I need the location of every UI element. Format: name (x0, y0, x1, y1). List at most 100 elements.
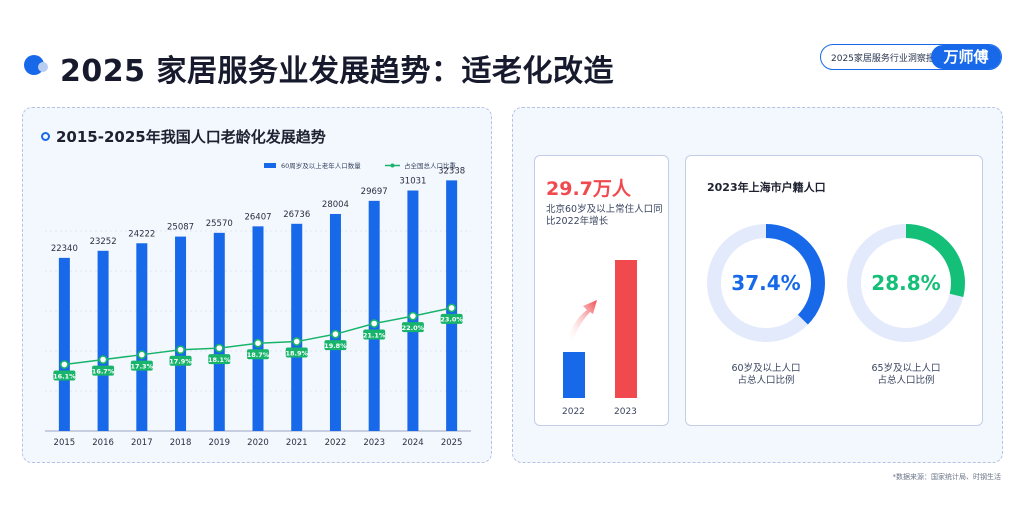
bar (368, 200, 380, 431)
x-tick-label: 2018 (170, 438, 192, 448)
line-value-label: 22.0% (402, 324, 425, 332)
bar (252, 226, 264, 431)
beijing-card: 29.7万人 北京60岁及以上常住人口同比2022年增长 2022 2023 (534, 155, 669, 426)
line-value-label: 17.3% (131, 362, 154, 370)
x-tick-label: 2017 (131, 438, 153, 448)
data-source-note: *数据来源：国家统计局、时钢生活 (892, 473, 1002, 481)
bar-2022 (563, 352, 585, 398)
bar-value-label: 22340 (51, 244, 78, 254)
line-value-label: 18.9% (285, 349, 308, 357)
line-label-bg (130, 360, 153, 371)
donut-value-65: 28.8% (871, 271, 941, 295)
bar (329, 213, 341, 431)
brand-badge: 2025家居服务行业洞察报告 万师傅 (820, 44, 1002, 70)
line-point (447, 303, 457, 313)
chart-title: 2015-2025年我国人口老龄化发展趋势 (56, 128, 326, 146)
donut-label-line: 占总人口比例 (877, 375, 935, 386)
year-label-2022: 2022 (562, 407, 585, 417)
line-point (176, 345, 185, 355)
ring-bullet-icon (41, 132, 50, 141)
donut-60-plus: 37.4% 60岁及以上人口 占总人口比例 (706, 223, 826, 386)
line-label-bg (324, 340, 347, 351)
bar (58, 257, 70, 431)
x-tick-label: 2024 (402, 438, 424, 448)
legend-swatch-bars (264, 163, 276, 168)
bar-value-label: 32338 (438, 166, 465, 176)
bar-value-label: 29697 (361, 187, 388, 197)
line-value-label: 18.1% (208, 356, 231, 364)
line-value-label: 16.1% (53, 372, 76, 380)
bar-value-label: 28004 (322, 200, 349, 210)
line-point (253, 338, 263, 348)
line-value-label: 18.7% (247, 351, 270, 359)
bar-value-label: 26736 (283, 210, 310, 220)
header: 2025 家居服务业发展趋势：适老化改造 2025家居服务行业洞察报告 万师傅 (22, 40, 1002, 90)
bar-value-label: 24222 (128, 229, 155, 239)
line-label-bg (247, 349, 269, 360)
bar (407, 190, 419, 431)
line-label-bg (401, 322, 424, 333)
aging-trend-chart: 60周岁及以上老年人口数量 占全国总人口比重 22340 2015 23252 2016 2… (45, 161, 471, 448)
x-tick-label: 2016 (92, 438, 114, 448)
year-label-2023: 2023 (614, 407, 637, 417)
legend-marker-line (390, 163, 395, 168)
shanghai-card: 2023年上海市户籍人口 37.4% 60岁及以上人口 占总人口比例 28.8%… (685, 155, 983, 426)
shanghai-title: 2023年上海市户籍人口 (707, 181, 826, 194)
line-value-label: 21.1% (363, 331, 386, 339)
line-point (98, 355, 108, 365)
x-tick-label: 2023 (363, 438, 385, 448)
bar-value-label: 23252 (90, 237, 117, 247)
donut-label-line: 占总人口比例 (737, 375, 795, 386)
donut-arc (707, 224, 825, 342)
regional-stats-panel: 29.7万人 北京60岁及以上常住人口同比2022年增长 2022 2023 2… (512, 107, 1003, 463)
line-point (408, 311, 418, 321)
donut-label-60: 60岁及以上人口 占总人口比例 (706, 363, 826, 387)
line-label-bg (92, 365, 115, 376)
line-value-label: 16.7% (92, 367, 115, 375)
bar (291, 223, 303, 431)
legend-label-bars: 60周岁及以上老年人口数量 (281, 161, 361, 170)
line-value-label: 19.8% (324, 342, 347, 350)
line-label-bg (208, 354, 231, 365)
bar (175, 236, 187, 431)
bar-value-label: 25087 (167, 223, 194, 233)
bar (136, 243, 148, 431)
line-point (137, 350, 147, 360)
report-name: 2025家居服务行业洞察报告 (831, 54, 944, 64)
line-point (214, 343, 224, 353)
bar-value-label: 26407 (244, 212, 271, 222)
line-label-bg (53, 370, 76, 381)
line-point (369, 319, 379, 328)
x-tick-label: 2020 (247, 438, 269, 448)
bar-2023 (615, 260, 637, 398)
trend-chart-panel: 2015-2025年我国人口老龄化发展趋势 60周岁及以上老年人口数量 占全国总人… (22, 107, 492, 463)
donut-value-60: 37.4% (731, 271, 801, 295)
x-tick-label: 2015 (54, 438, 76, 448)
bar (213, 232, 225, 431)
donut-65-plus: 28.8% 65岁及以上人口 占总人口比例 (846, 223, 966, 386)
bar-value-label: 25570 (206, 219, 233, 229)
growth-arrow-icon (567, 300, 597, 342)
line-label-bg (169, 355, 192, 366)
donut-label-65: 65岁及以上人口 占总人口比例 (846, 363, 966, 387)
brand-logo: 万师傅 (931, 45, 1001, 69)
line-label-bg (440, 313, 463, 324)
chart-heading: 2015-2025年我国人口老龄化发展趋势 (41, 126, 326, 147)
x-tick-label: 2021 (286, 438, 308, 448)
page-title: 2025 家居服务业发展趋势：适老化改造 (60, 54, 614, 89)
line-point (331, 329, 340, 339)
legend-label-line: 占全国总人口比重 (404, 161, 457, 170)
line-label-bg (285, 347, 308, 358)
donut-ring-60 (707, 224, 825, 342)
beijing-growth-description: 北京60岁及以上常住人口同比2022年增长 (546, 204, 663, 227)
line-label-bg (363, 329, 386, 340)
donut-arc (847, 224, 965, 342)
bar (97, 250, 109, 431)
donut-ring-65 (847, 224, 965, 342)
line-value-label: 23.0% (440, 316, 463, 324)
line-value-label: 17.9% (169, 358, 192, 366)
line-point (59, 360, 69, 369)
x-tick-label: 2019 (208, 438, 230, 448)
donut-label-line: 60岁及以上人口 (731, 363, 801, 374)
x-tick-label: 2022 (325, 438, 347, 448)
